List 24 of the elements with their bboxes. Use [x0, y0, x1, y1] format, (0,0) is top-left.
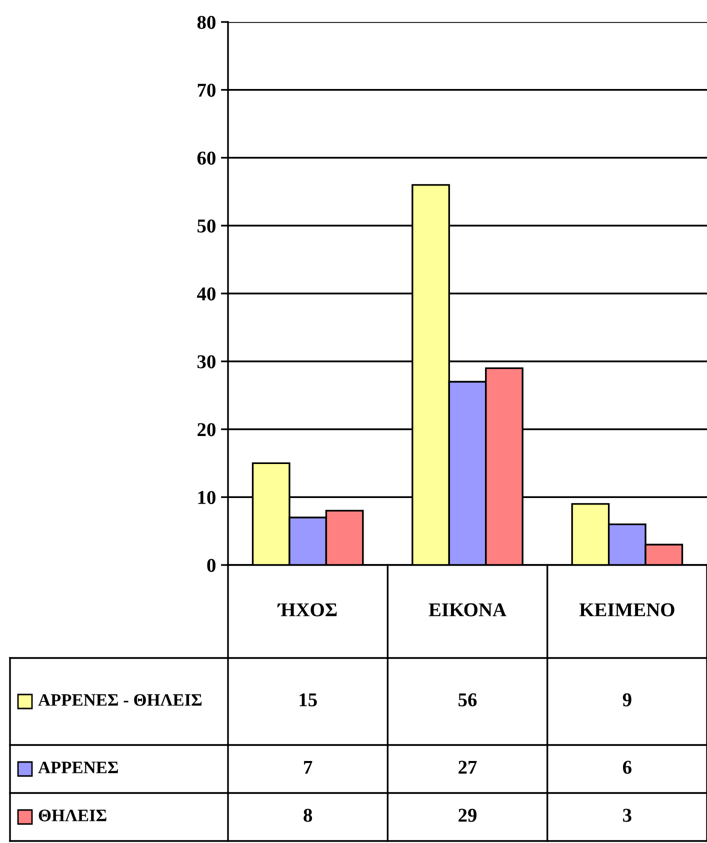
data-label: 27	[458, 760, 477, 774]
x-tick-label: ΚΕΙΜΕΝΟ	[579, 603, 674, 616]
y-tick-label: 80	[197, 16, 216, 29]
data-label: 8	[304, 808, 312, 822]
data-label: 9	[622, 693, 632, 706]
y-tick-label: 70	[198, 84, 216, 97]
y-tick-label: 0	[207, 558, 216, 572]
data-label: 29	[458, 808, 477, 822]
y-tick-label: 60	[197, 152, 216, 165]
y-tick-label: 20	[198, 423, 216, 436]
y-tick-label: 10	[198, 490, 216, 504]
y-tick-label: 40	[197, 287, 216, 300]
data-label: 7	[304, 760, 312, 774]
data-label: 56	[458, 693, 477, 706]
legend-label: ΑΡΡΕΝΕΣ	[38, 762, 118, 774]
x-tick-label: ΕΙΚΟΝΑ	[428, 603, 506, 616]
legend-label: ΑΡΡΕΝΕΣ - ΘΗΛΕΙΣ	[38, 694, 202, 706]
data-label: 3	[623, 808, 632, 822]
y-tick-label: 30	[197, 355, 216, 368]
data-label: 15	[300, 693, 317, 706]
y-tick-label: 50	[198, 219, 216, 233]
data-label: 6	[622, 760, 632, 774]
legend-label: ΘΗΛΕΙΣ	[38, 810, 106, 822]
x-tick-label: ΉΧΟΣ	[277, 603, 337, 616]
